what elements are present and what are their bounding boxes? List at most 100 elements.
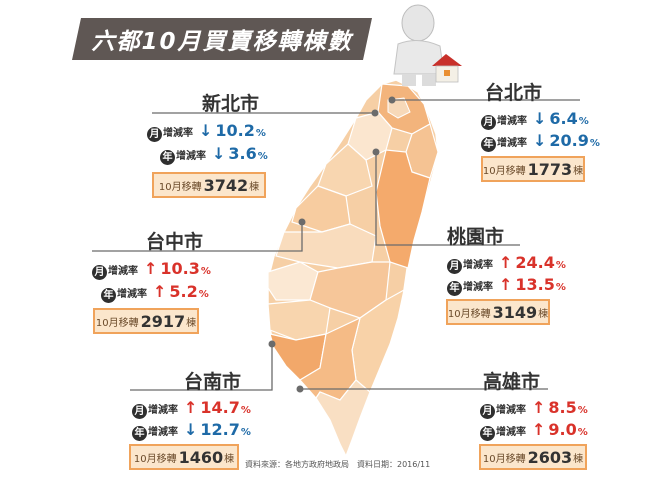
percent-sign: %: [198, 289, 209, 300]
transfer-unit: 棟: [573, 453, 584, 465]
change-label: 增減率: [117, 289, 147, 300]
transfer-value: 3149: [492, 302, 538, 322]
monthly-value: 8.5: [548, 398, 577, 417]
change-label: 增減率: [497, 116, 527, 127]
monthly-badge: 月: [147, 127, 162, 142]
arrow-down-icon: ↓: [184, 420, 198, 439]
transfer-prefix: 10月移轉: [482, 453, 526, 465]
transfer-unit: 棟: [224, 453, 235, 465]
yearly-value: 12.7: [200, 420, 240, 439]
monthly-change-row: 月 增減率 ↓ 6.4 %: [481, 109, 589, 130]
transfer-prefix: 10月移轉: [447, 308, 491, 320]
yearly-badge: 年: [447, 281, 462, 296]
leader-lines: [92, 99, 580, 391]
monthly-value: 14.7: [200, 398, 240, 417]
arrow-up-icon: ↑: [532, 398, 546, 417]
yearly-badge: 年: [481, 137, 496, 152]
monthly-change-row: 月 增減率 ↑ 10.3 %: [92, 259, 211, 280]
transfer-value: 1773: [527, 159, 573, 179]
arrow-up-icon: ↑: [153, 282, 167, 301]
transfer-unit: 棟: [538, 308, 549, 320]
yearly-badge: 年: [101, 288, 116, 303]
change-label: 增減率: [497, 138, 527, 149]
region-hualien: [375, 149, 431, 269]
region-pingtung: [315, 379, 371, 458]
transfer-prefix: 10月移轉: [95, 317, 139, 329]
transfer-value: 1460: [178, 447, 224, 467]
yearly-value: 5.2: [169, 282, 198, 301]
city-name: 新北市: [202, 93, 260, 115]
monthly-badge: 月: [481, 115, 496, 130]
change-label: 增減率: [496, 405, 526, 416]
city-name: 台中市: [146, 231, 204, 253]
change-label: 增減率: [176, 151, 206, 162]
title-banner: 六都10月買賣移轉棟數: [72, 18, 372, 60]
change-label: 增減率: [108, 266, 138, 277]
yearly-badge: 年: [160, 150, 175, 165]
monthly-value: 6.4: [549, 109, 578, 128]
transfer-count-box: 10月移轉 3149 棟: [446, 299, 550, 325]
monthly-value: 10.3: [160, 259, 200, 278]
change-label: 增減率: [496, 427, 526, 438]
transfer-unit: 棟: [186, 317, 197, 329]
monthly-value: 24.4: [515, 253, 555, 272]
leader-taichung: [92, 222, 303, 252]
percent-sign: %: [577, 405, 588, 416]
percent-sign: %: [577, 427, 588, 438]
arrow-up-icon: ↑: [532, 420, 546, 439]
arrow-up-icon: ↑: [184, 398, 198, 417]
page-title: 六都10月買賣移轉棟數: [91, 29, 353, 55]
monthly-change-row: 月 增減率 ↓ 10.2 %: [147, 121, 266, 142]
monthly-value: 10.2: [215, 121, 255, 140]
yearly-value: 20.9: [549, 131, 589, 150]
yearly-change-row: 年 增減率 ↓ 12.7 %: [132, 420, 251, 441]
transfer-unit: 棟: [573, 165, 584, 177]
transfer-count-box: 10月移轉 2917 棟: [93, 308, 199, 334]
percent-sign: %: [578, 116, 589, 127]
yearly-change-row: 年 增減率 ↑ 5.2 %: [101, 282, 209, 303]
monthly-badge: 月: [480, 404, 495, 419]
percent-sign: %: [257, 151, 268, 162]
figure-with-house-icon: [393, 4, 462, 86]
monthly-badge: 月: [447, 259, 462, 274]
city-name: 台北市: [485, 82, 543, 104]
leader-taoyuan: [375, 152, 520, 246]
transfer-count-box: 10月移轉 1460 棟: [129, 444, 239, 470]
yearly-change-row: 年 增減率 ↓ 3.6 %: [160, 144, 268, 165]
yearly-badge: 年: [480, 426, 495, 441]
transfer-count-box: 10月移轉 1773 棟: [481, 156, 585, 182]
city-name: 高雄市: [483, 371, 541, 393]
yearly-badge: 年: [132, 426, 147, 441]
yearly-value: 9.0: [548, 420, 577, 439]
transfer-count-box: 10月移轉 3742 棟: [152, 172, 266, 198]
transfer-prefix: 10月移轉: [133, 453, 177, 465]
change-label: 增減率: [148, 427, 178, 438]
change-label: 增減率: [163, 128, 193, 139]
monthly-change-row: 月 增減率 ↑ 14.7 %: [132, 398, 251, 419]
leader-tainan: [130, 344, 273, 391]
monthly-change-row: 月 增減率 ↑ 24.4 %: [447, 253, 566, 274]
percent-sign: %: [200, 266, 211, 277]
city-name: 桃園市: [447, 226, 505, 248]
monthly-badge: 月: [132, 404, 147, 419]
monthly-badge: 月: [92, 265, 107, 280]
arrow-up-icon: ↑: [144, 259, 158, 278]
yearly-change-row: 年 增減率 ↑ 9.0 %: [480, 420, 588, 441]
arrow-down-icon: ↓: [199, 121, 213, 140]
percent-sign: %: [255, 128, 266, 139]
arrow-down-icon: ↓: [533, 131, 547, 150]
percent-sign: %: [555, 282, 566, 293]
arrow-down-icon: ↓: [212, 144, 226, 163]
change-label: 增減率: [463, 282, 493, 293]
transfer-value: 3742: [203, 175, 249, 195]
percent-sign: %: [555, 260, 566, 271]
source-note: 資料來源：各地方政府地政局 資料日期：2016/11: [245, 460, 431, 469]
transfer-unit: 棟: [249, 181, 260, 193]
percent-sign: %: [240, 427, 251, 438]
yearly-change-row: 年 增減率 ↑ 13.5 %: [447, 275, 566, 296]
monthly-change-row: 月 增減率 ↑ 8.5 %: [480, 398, 588, 419]
transfer-prefix: 10月移轉: [482, 165, 526, 177]
change-label: 增減率: [148, 405, 178, 416]
